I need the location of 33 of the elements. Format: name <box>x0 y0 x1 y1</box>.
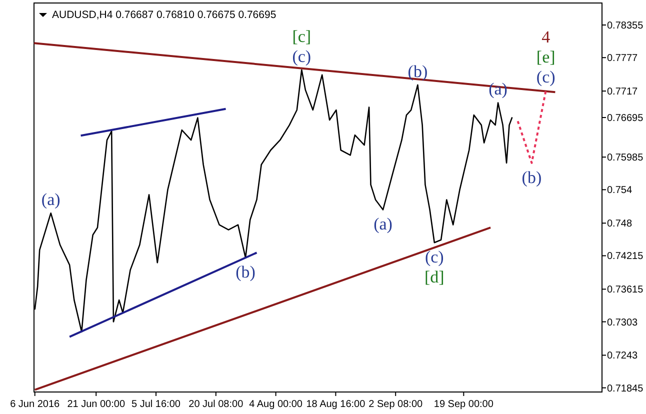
y-tick-label: 0.7303 <box>607 317 638 328</box>
annotation: (b) <box>236 262 256 282</box>
annotation: (c) <box>424 248 444 267</box>
text: AUDUSD,H4 0.76687 0.76810 0.76675 0.76695 <box>52 9 276 21</box>
annotation: (c) <box>536 67 556 86</box>
annotation: 4 <box>542 27 551 46</box>
annotation: (b) <box>522 168 542 187</box>
x-tick-label: 18 Aug 16:00 <box>306 399 366 410</box>
y-tick-label: 0.71845 <box>607 383 644 394</box>
x-tick-label: 21 Jun 00:00 <box>67 399 126 410</box>
annotation: (b) <box>408 62 428 81</box>
annotation: (a) <box>41 190 60 210</box>
x-tick-label: 2 Sep 08:00 <box>368 399 423 410</box>
annotation: [e] <box>536 47 556 66</box>
x-tick-label: 6 Jun 2016 <box>10 399 60 410</box>
annotation: (a) <box>374 214 392 234</box>
annotation: [c] <box>292 26 312 46</box>
y-tick-label: 0.7717 <box>607 86 638 98</box>
x-tick-label: 19 Sep 00:00 <box>434 399 494 410</box>
x-tick-label: 20 Jul 08:00 <box>188 399 244 410</box>
y-tick-label: 0.73615 <box>607 284 644 296</box>
x-tick-label: 5 Jul 16:00 <box>132 399 181 410</box>
y-tick-label: 0.75985 <box>607 152 644 164</box>
annotation: (c) <box>292 46 312 66</box>
y-tick-label: 0.74215 <box>607 251 644 262</box>
y-tick-label: 0.748 <box>607 218 632 230</box>
y-tick-label: 0.78355 <box>607 20 644 32</box>
annotation: [d] <box>424 268 444 287</box>
y-tick-label: 0.754 <box>607 185 632 196</box>
x-tick-label: 4 Aug 00:00 <box>249 399 303 410</box>
y-tick-label: 0.76695 <box>607 113 644 124</box>
y-tick-label: 0.7777 <box>607 53 638 64</box>
y-tick-label: 0.7243 <box>607 350 638 362</box>
